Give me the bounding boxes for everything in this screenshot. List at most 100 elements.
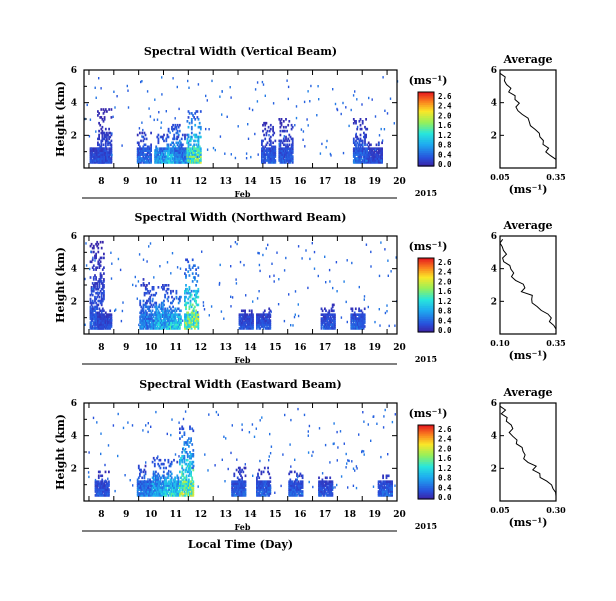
heatmap-cell (94, 286, 96, 289)
heatmap-cell (144, 287, 147, 291)
heatmap-cell (299, 480, 302, 483)
heatmap-cell (322, 484, 325, 487)
heatmap-cell (96, 480, 99, 483)
heatmap-cell (391, 484, 393, 487)
heatmap-cell (362, 143, 364, 147)
x-tick-label: 18 (344, 343, 357, 353)
colorbar-segment (418, 489, 434, 493)
heatmap-cell (110, 145, 113, 149)
heatmap-cell (142, 157, 145, 160)
colorbar-segment (418, 428, 434, 432)
heatmap-cell (343, 280, 345, 283)
heatmap-cell (236, 494, 239, 497)
plot-frame (83, 69, 398, 169)
colorbar-segment (418, 450, 434, 454)
heatmap-cell (97, 242, 100, 246)
heatmap-cell (358, 139, 361, 143)
heatmap-cell (151, 486, 154, 489)
heatmap-cell (190, 131, 193, 135)
heatmap-cell (371, 147, 373, 150)
heatmap-cell (100, 321, 103, 324)
heatmap-cell (184, 159, 186, 162)
profile-x-label: (ms⁻¹) (509, 183, 548, 196)
heatmap-cell (191, 476, 194, 480)
heatmap-cell (173, 321, 176, 324)
heatmap-cell (269, 309, 272, 313)
heatmap-cell (376, 147, 379, 150)
heatmap-cell (373, 157, 376, 160)
heatmap-cell (187, 149, 190, 152)
heatmap-cell (185, 289, 187, 293)
heatmap-cell (164, 315, 166, 318)
heatmap-cell (144, 492, 147, 495)
heatmap-cell (158, 315, 161, 318)
heatmap-cell (288, 155, 291, 158)
heatmap-cell (142, 299, 145, 303)
heatmap-cell (282, 143, 285, 147)
heatmap-cell (183, 492, 186, 495)
heatmap-cell (150, 313, 153, 316)
heatmap-cell (152, 486, 155, 489)
heatmap-cell (172, 159, 174, 162)
heatmap-cell (364, 157, 366, 160)
heatmap-cell (243, 309, 245, 313)
heatmap-cell (290, 137, 293, 141)
heatmap-cell (332, 319, 335, 322)
heatmap-cell (109, 323, 112, 326)
heatmap-cell (174, 325, 177, 328)
heatmap-cell (142, 145, 145, 149)
heatmap-cell (185, 474, 188, 478)
heatmap-cell (285, 149, 287, 152)
heatmap-cell (302, 138, 304, 141)
heatmap-cell (241, 480, 243, 483)
heatmap-cell (241, 490, 243, 493)
heatmap-cell (247, 323, 250, 326)
heatmap-cell (301, 494, 304, 497)
heatmap-cell (147, 289, 149, 293)
heatmap-cell (267, 125, 270, 129)
heatmap-cell (187, 155, 190, 158)
heatmap-cell (91, 327, 94, 330)
heatmap-cell (285, 153, 287, 156)
heatmap-cell (140, 488, 142, 491)
heatmap-cell (252, 321, 254, 324)
heatmap-cell (194, 319, 196, 322)
heatmap-cell (189, 155, 192, 158)
heatmap-cell (191, 453, 194, 456)
heatmap-cell (188, 474, 190, 478)
heatmap-cell (170, 289, 172, 293)
heatmap-cell (188, 462, 190, 466)
profile-x-tick-label: 0.05 (490, 505, 509, 515)
heatmap-cell (289, 153, 292, 156)
heatmap-cell (163, 313, 165, 316)
heatmap-cell (167, 327, 170, 330)
heatmap-cell (239, 327, 242, 330)
heatmap-cell (382, 426, 385, 429)
heatmap-cell (299, 486, 302, 489)
heatmap-cell (374, 153, 377, 156)
heatmap-cell (151, 480, 154, 483)
heatmap-cell (191, 427, 194, 431)
heatmap-cell (273, 157, 276, 160)
heatmap-cell (364, 135, 366, 139)
heatmap-cell (179, 157, 182, 160)
heatmap-cell (324, 313, 326, 316)
heatmap-cell (251, 423, 254, 426)
heatmap-cell (142, 321, 145, 324)
heatmap-cell (395, 256, 397, 259)
x-tick-label: 15 (269, 177, 282, 187)
heatmap-cell (262, 480, 265, 483)
heatmap-cell (375, 153, 378, 156)
heatmap-cell (285, 256, 287, 260)
heatmap-cell (240, 492, 242, 495)
heatmap-cell (148, 145, 150, 149)
heatmap-cell (190, 462, 192, 466)
heatmap-cell (188, 319, 191, 322)
heatmap-cell (99, 256, 102, 260)
heatmap-cell (143, 468, 146, 472)
heatmap-cell (181, 470, 184, 474)
heatmap-cell (249, 315, 252, 318)
heatmap-cell (104, 486, 107, 489)
heatmap-cell (285, 135, 287, 139)
heatmap-cell (289, 155, 292, 158)
